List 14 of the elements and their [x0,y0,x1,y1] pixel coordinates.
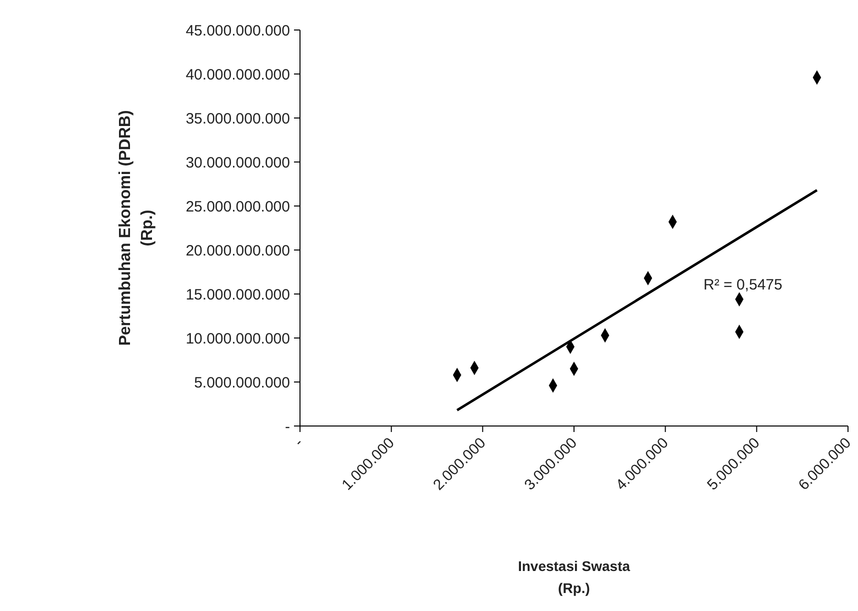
y-axis-title: Pertumbuhan Ekonomi (PDRB) (Rp.) [117,110,156,346]
annotation: R² = 0,5475 [704,276,782,294]
y-tick-label: - [285,418,290,436]
y-tick-label: 40.000.000.000 [186,66,290,84]
y-tick-label: 45.000.000.000 [186,22,290,40]
x-axis-title: Investasi Swasta (Rp.) [518,558,630,596]
x-tick-label: - [290,434,307,450]
y-tick-label: 15.000.000.000 [186,286,290,304]
y-tick-label: 5.000.000.000 [194,374,290,392]
y-tick-label: 10.000.000.000 [186,330,290,348]
y-tick-label: 35.000.000.000 [186,110,290,128]
y-tick-label: 20.000.000.000 [186,242,290,260]
y-tick-label: 25.000.000.000 [186,198,290,216]
y-tick-label: 30.000.000.000 [186,154,290,172]
